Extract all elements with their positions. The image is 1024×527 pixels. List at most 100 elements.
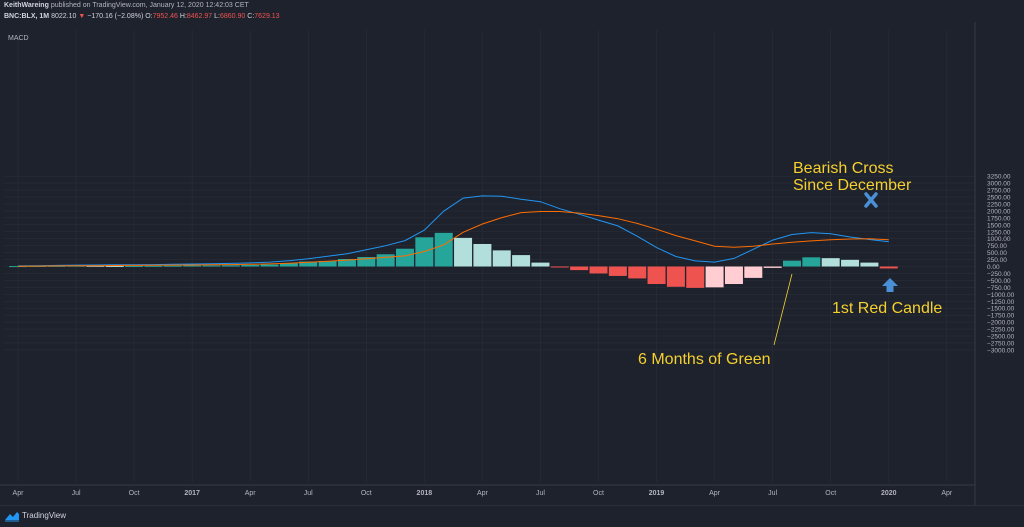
tradingview-logo-icon[interactable]: [4, 511, 20, 522]
close-label: C:: [247, 13, 255, 20]
histogram-bar: [357, 257, 376, 267]
histogram-bar: [9, 266, 27, 268]
indicator-label: MACD: [8, 35, 29, 42]
y-tick-label: −1500.00: [987, 306, 1015, 313]
x-tick-label: Jul: [768, 490, 777, 497]
open-label: O:: [145, 13, 153, 20]
histogram-bar: [589, 266, 608, 274]
histogram-bar: [705, 266, 724, 288]
y-tick-label: 3250.00: [987, 174, 1011, 181]
x-tick-label: Apr: [245, 490, 257, 497]
histogram-bar: [531, 262, 550, 267]
annotation-bearish-cross: Bearish Cross: [793, 160, 893, 177]
x-tick-label: Oct: [593, 490, 604, 497]
macd-chart[interactable]: 3250.003000.002750.002500.002250.002000.…: [0, 0, 1024, 505]
x-tick-label: Oct: [825, 490, 836, 497]
x-tick-label: 2020: [881, 490, 897, 497]
histogram-bar: [473, 243, 492, 267]
y-tick-label: 1750.00: [987, 215, 1011, 222]
annotation-six-months-green: 6 Months of Green: [638, 351, 771, 368]
y-tick-label: −2500.00: [987, 334, 1015, 341]
histogram-bar: [879, 266, 898, 269]
histogram-bar: [376, 254, 395, 267]
histogram-bar: [802, 257, 821, 267]
annotation-leader-line: [773, 273, 793, 346]
x-tick-label: 2019: [649, 490, 665, 497]
histogram-bar: [202, 265, 221, 267]
tradingview-brand[interactable]: TradingView: [22, 511, 67, 520]
y-tick-label: 2750.00: [987, 188, 1011, 195]
histogram-bar: [183, 265, 202, 267]
histogram-bar: [608, 266, 627, 276]
x-tick-label: Apr: [709, 490, 721, 497]
histogram-bar: [550, 266, 569, 268]
histogram-bar: [105, 265, 124, 267]
y-tick-label: 1000.00: [987, 236, 1011, 243]
publisher-name[interactable]: KeithWareing: [4, 2, 49, 9]
x-tick-label: Jul: [536, 490, 545, 497]
y-tick-label: −1000.00: [987, 292, 1015, 299]
down-arrow-icon: ▼: [78, 13, 86, 20]
low-label: L:: [214, 13, 220, 20]
y-tick-label: 2500.00: [987, 195, 1011, 202]
y-tick-label: 0.00: [987, 264, 1000, 271]
histogram-bar: [744, 266, 763, 278]
y-tick-label: −2750.00: [987, 340, 1015, 347]
y-tick-label: −1250.00: [987, 299, 1015, 306]
x-tick-label: Oct: [129, 490, 140, 497]
x-tick-label: Oct: [361, 490, 372, 497]
histogram-bar: [686, 266, 705, 288]
y-tick-label: 3000.00: [987, 181, 1011, 188]
x-tick-label: Apr: [13, 490, 25, 497]
histogram-bar: [666, 266, 685, 287]
y-tick-label: 1500.00: [987, 222, 1011, 229]
close-value: 7629.13: [254, 13, 280, 20]
high-value: 8462.97: [186, 13, 213, 20]
histogram-bar: [241, 264, 260, 267]
x-tick-label: 2018: [417, 490, 433, 497]
low-value: 6860.90: [220, 13, 246, 20]
histogram-bar: [299, 261, 318, 267]
up-arrow-icon: [882, 278, 898, 292]
annotation-first-red-candle: 1st Red Candle: [832, 300, 942, 317]
y-tick-label: 2250.00: [987, 201, 1011, 208]
histogram-bar: [396, 248, 414, 267]
histogram-bar: [318, 260, 337, 267]
high-label: H:: [179, 13, 187, 20]
y-tick-label: −750.00: [987, 285, 1011, 292]
x-tick-label: Jul: [304, 490, 313, 497]
publish-text: published on TradingView.com, January 12…: [50, 2, 249, 9]
footer: TradingView: [0, 505, 1024, 527]
signal-line: [17, 211, 889, 267]
y-tick-label: 1250.00: [987, 229, 1011, 236]
histogram-bar: [434, 232, 453, 267]
annotation-since-december: Since December: [793, 177, 912, 194]
x-tick-label: Apr: [941, 490, 953, 497]
histogram-bar: [724, 266, 743, 285]
histogram-bar: [492, 250, 511, 267]
x-tick-label: 2017: [184, 490, 200, 497]
y-tick-label: −2250.00: [987, 327, 1015, 334]
histogram-bar: [570, 266, 589, 271]
y-tick-label: 500.00: [987, 250, 1007, 257]
symbol[interactable]: BNC:BLX, 1M: [4, 13, 50, 20]
price: 8022.10: [51, 13, 77, 20]
histogram-bar: [512, 255, 531, 267]
histogram-bar: [763, 266, 782, 268]
histogram-bar: [86, 265, 105, 267]
x-tick-label: Jul: [72, 490, 81, 497]
histogram-bar: [260, 264, 279, 267]
histogram-bar: [144, 265, 163, 267]
y-tick-label: 2000.00: [987, 208, 1011, 215]
y-tick-label: −3000.00: [987, 347, 1015, 354]
y-tick-label: 750.00: [987, 243, 1007, 250]
macd-line: [17, 195, 889, 267]
y-tick-label: −2000.00: [987, 320, 1015, 327]
histogram-bar: [821, 258, 840, 267]
histogram-bar: [860, 262, 879, 267]
y-tick-label: −500.00: [987, 278, 1011, 285]
histogram-bar: [647, 266, 666, 285]
histogram-bar: [279, 263, 298, 267]
symbol-info: BNC:BLX, 1M 8022.10 ▼ −170.16 (−2.08%) O…: [0, 11, 1024, 22]
